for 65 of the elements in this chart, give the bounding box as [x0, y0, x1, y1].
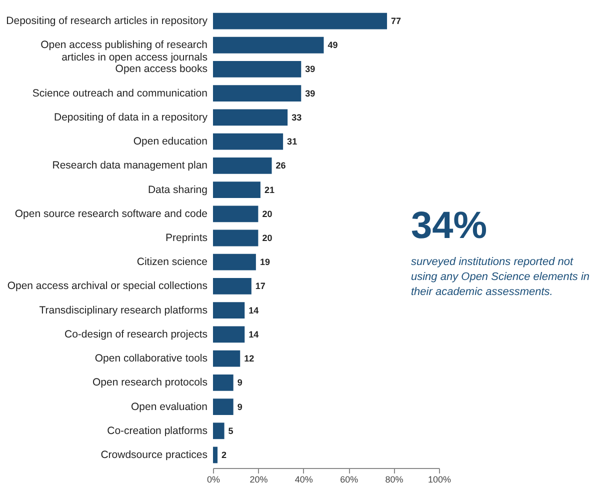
y-tick-label: Data sharing: [148, 184, 208, 196]
data-label: 14: [248, 305, 259, 316]
data-label: 2: [222, 450, 227, 460]
y-tick-label: Research data management plan: [52, 160, 208, 172]
data-label: 21: [264, 184, 274, 195]
x-tick-label: 100%: [428, 474, 452, 484]
bar: [213, 350, 240, 367]
bar: [213, 278, 252, 294]
data-label: 49: [328, 40, 338, 50]
y-tick-label: Open evaluation: [131, 400, 208, 413]
y-tick-label: Open access publishing of research articles in open access journals: [40, 39, 208, 64]
y-tick-label: Transdisciplinary research platforms: [39, 304, 208, 316]
y-tick-label: Co-design of research projects: [64, 328, 208, 340]
bar: [213, 12, 388, 30]
y-tick-label: Depositing of data in a repository: [54, 111, 208, 124]
x-tick-label: 40%: [294, 474, 313, 484]
data-label: 12: [244, 354, 254, 364]
data-label: 14: [248, 329, 259, 340]
y-tick-label: Depositing of research articles in repository: [6, 15, 208, 28]
data-label: 39: [305, 88, 316, 98]
bar: [213, 422, 224, 440]
y-tick-label: Open access archival or special collections: [7, 280, 208, 292]
y-tick-label: Open research protocols: [92, 376, 208, 389]
data-label: 5: [228, 426, 234, 436]
bar: [213, 85, 302, 102]
data-label: 26: [276, 160, 286, 171]
data-label: 17: [255, 281, 266, 292]
y-tick-label: Preprints: [165, 232, 208, 244]
bar: [213, 398, 234, 415]
x-tick-label: 20%: [250, 474, 268, 484]
x-tick-label: 60%: [340, 474, 358, 484]
y-tick-label: Open collaborative tools: [94, 352, 208, 365]
bar: [213, 302, 245, 319]
x-tick-label: 0%: [206, 474, 220, 484]
data-label: 39: [305, 64, 316, 74]
bar: [213, 446, 218, 464]
bar: [213, 109, 288, 126]
bar: [213, 326, 245, 343]
y-tick-label: Co-creation platforms: [107, 424, 208, 437]
data-label: 20: [262, 208, 272, 219]
annotation: 34%: [411, 205, 488, 247]
bar: [213, 230, 258, 246]
bar: [213, 182, 260, 198]
x-tick-label: 80%: [385, 474, 404, 484]
data-label: 19: [260, 257, 270, 268]
bar: [213, 133, 284, 150]
data-label: 77: [391, 16, 402, 26]
annotation: surveyed institutions reported not using any Open Science elements in their academic assessments.: [411, 256, 590, 298]
y-tick-label: Open source research software and code: [14, 208, 208, 220]
y-tick-label: Open access books: [115, 63, 208, 76]
data-label: 31: [287, 136, 298, 147]
y-tick-label: Open education: [133, 136, 208, 148]
data-label: 33: [292, 112, 302, 122]
data-label: 20: [262, 233, 272, 243]
bar: [213, 61, 302, 78]
y-tick-label: Science outreach and communication: [32, 87, 208, 100]
bar: [213, 206, 258, 222]
bar: [213, 36, 324, 54]
y-tick-label: Crowdsource practices: [100, 448, 208, 461]
bar: [213, 254, 256, 270]
data-label: 9: [237, 378, 242, 388]
bar: [213, 157, 272, 174]
y-tick-label: Citizen science: [136, 256, 208, 268]
bar: [213, 374, 234, 391]
data-label: 9: [237, 402, 242, 412]
